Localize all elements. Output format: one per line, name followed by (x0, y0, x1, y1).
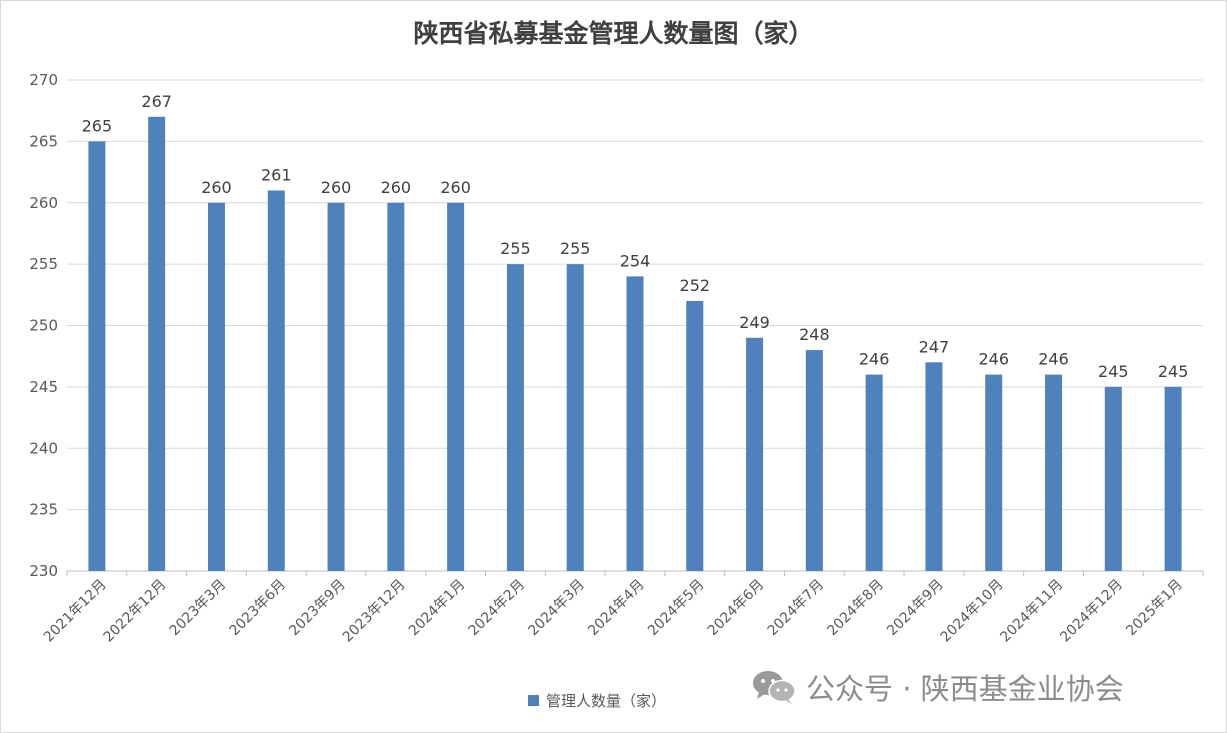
x-axis-ticks: 2021年12月2022年12月2023年3月2023年6月2023年9月202… (41, 577, 1186, 646)
x-tick-label: 2024年10月 (938, 577, 1007, 646)
x-tick-label: 2024年4月 (585, 577, 648, 640)
bar (746, 337, 764, 571)
data-label: 246 (1038, 350, 1069, 369)
data-label: 249 (739, 313, 770, 332)
bar (865, 374, 883, 571)
data-label: 255 (560, 239, 591, 258)
bar (88, 141, 106, 571)
data-label: 265 (82, 116, 113, 135)
bar (985, 374, 1003, 571)
x-tick-label: 2023年6月 (226, 577, 289, 640)
x-tick-label: 2023年9月 (286, 577, 349, 640)
x-tick-label: 2023年3月 (167, 577, 230, 640)
y-axis-ticks: 230 235 240 245 250 255 260 265 270 (29, 71, 58, 580)
bar (148, 116, 166, 571)
bar (506, 264, 524, 571)
y-tick-label: 240 (29, 439, 58, 457)
legend: 管理人数量（家） (528, 690, 666, 711)
x-tick-label: 2024年9月 (884, 577, 947, 640)
data-label: 252 (680, 276, 711, 295)
bar (925, 362, 943, 571)
data-label: 245 (1158, 362, 1189, 381)
data-label: 255 (500, 239, 531, 258)
data-labels: 265 267 260 261 260 260 260 255 255 254 252 249 248 2… (82, 92, 1189, 381)
data-label: 260 (321, 178, 352, 197)
data-label: 260 (381, 178, 412, 197)
y-tick-label: 270 (29, 71, 58, 89)
bar (267, 190, 285, 571)
data-label: 247 (919, 337, 950, 356)
x-tick-label: 2024年6月 (705, 577, 768, 640)
y-tick-label: 265 (29, 132, 58, 150)
chart-title: 陕西省私募基金管理人数量图（家） (413, 19, 814, 48)
x-tick-label: 2021年12月 (41, 577, 110, 646)
legend-label: 管理人数量（家） (546, 692, 667, 710)
data-label: 267 (141, 92, 172, 111)
bar (387, 202, 405, 571)
x-tick-label: 2024年1月 (406, 577, 469, 640)
data-label: 254 (620, 251, 651, 270)
bar (1045, 374, 1063, 571)
data-label: 260 (201, 178, 232, 197)
x-tick-label: 2024年3月 (525, 577, 588, 640)
data-label: 260 (440, 178, 471, 197)
bar (686, 300, 704, 571)
bar (626, 276, 644, 571)
x-tick-label: 2024年5月 (645, 577, 708, 640)
x-tick-label: 2024年7月 (765, 577, 828, 640)
data-label: 246 (859, 350, 890, 369)
y-tick-label: 230 (29, 562, 58, 580)
watermark-text: 公众号 · 陕西基金业协会 (806, 672, 1124, 706)
wechat-icon (753, 671, 796, 704)
data-label: 248 (799, 325, 830, 344)
data-label: 245 (1098, 362, 1129, 381)
gridlines (66, 79, 1204, 576)
x-tick-label: 2024年2月 (466, 577, 529, 640)
data-label: 261 (261, 165, 292, 184)
y-tick-label: 255 (29, 255, 58, 273)
bar (447, 202, 465, 571)
bar (805, 350, 823, 571)
y-tick-label: 245 (29, 378, 58, 396)
bars (88, 116, 1182, 571)
y-tick-label: 250 (29, 317, 58, 335)
x-tick-label: 2024年11月 (997, 577, 1066, 646)
x-tick-label: 2024年8月 (824, 577, 887, 640)
legend-swatch (528, 695, 539, 706)
y-tick-label: 235 (29, 501, 58, 519)
y-tick-label: 260 (29, 194, 58, 212)
bar (327, 202, 345, 571)
data-label: 246 (978, 350, 1009, 369)
bar (566, 264, 584, 571)
bar (1104, 386, 1122, 571)
x-tick-label: 2023年12月 (340, 577, 409, 646)
x-tick-label: 2024年12月 (1057, 577, 1126, 646)
bar (1164, 386, 1182, 571)
x-tick-label: 2022年12月 (101, 577, 170, 646)
watermark: 公众号 · 陕西基金业协会 (752, 666, 1124, 708)
bar (207, 202, 225, 571)
x-tick-label: 2025年1月 (1123, 577, 1186, 640)
